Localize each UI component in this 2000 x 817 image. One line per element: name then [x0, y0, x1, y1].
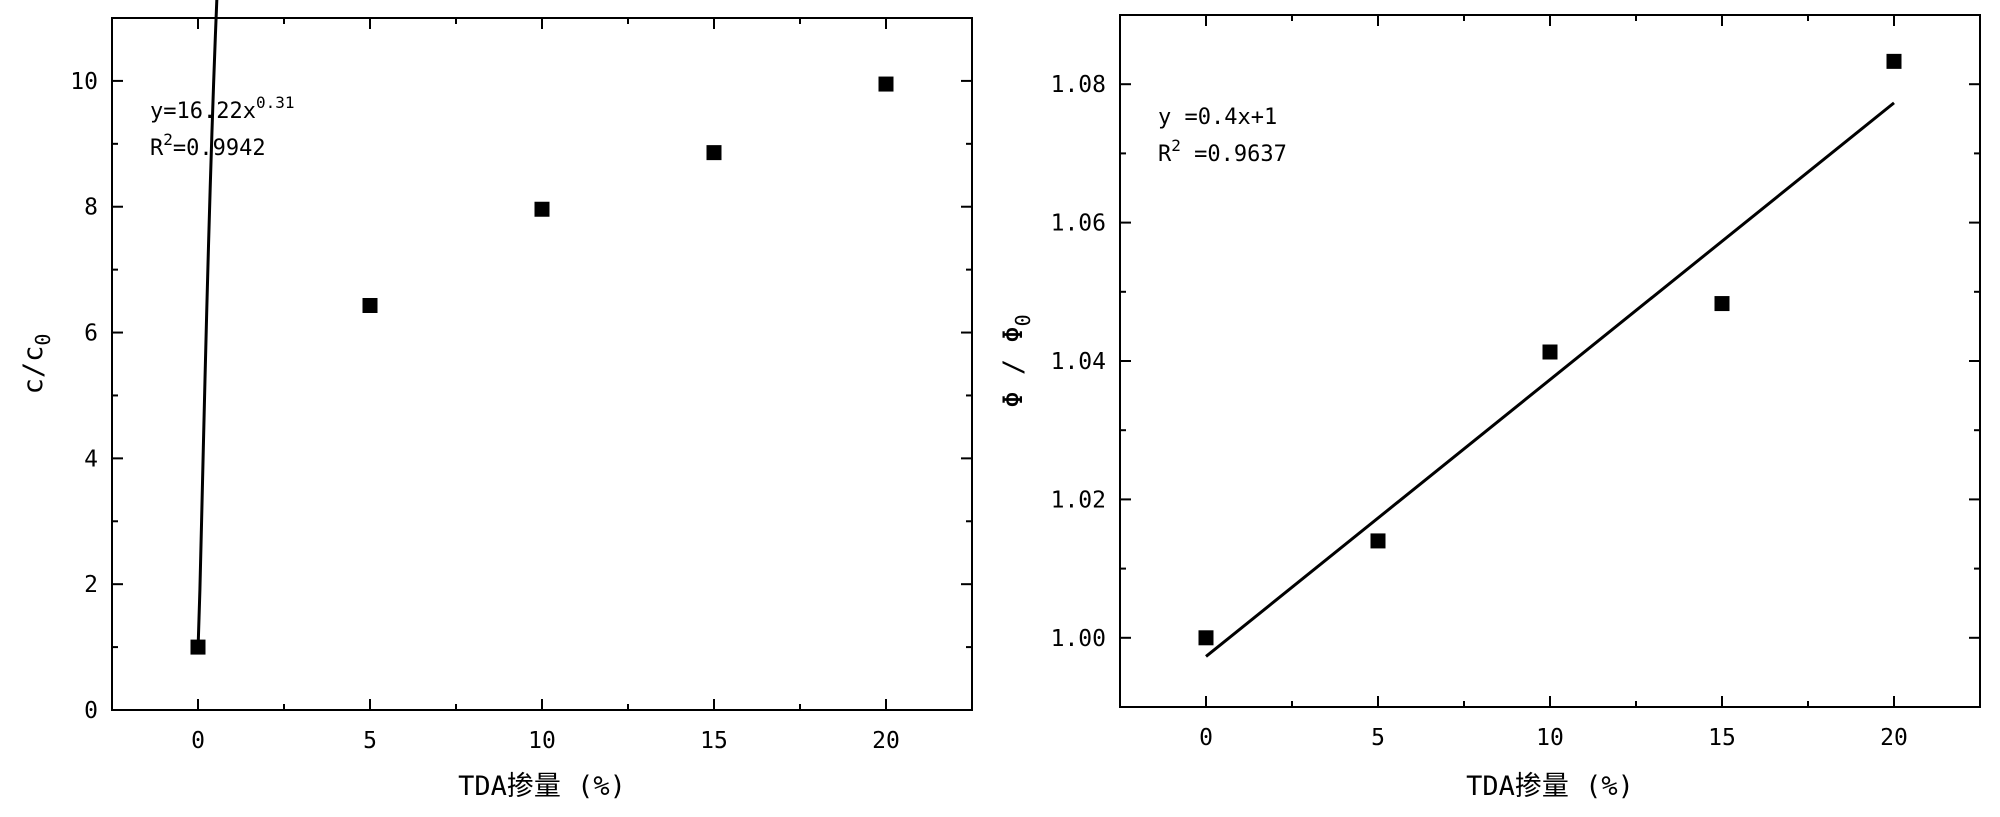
y-tick-label: 1.08 — [1051, 72, 1106, 98]
data-point — [1886, 53, 1902, 69]
data-point — [706, 145, 722, 161]
fit-curve — [1205, 101, 1895, 658]
x-tick-label: 20 — [872, 728, 900, 754]
y-axis-title-subscript: 0 — [1011, 314, 1035, 326]
r-squared-symbol: R — [150, 136, 164, 161]
y-tick-label: 8 — [84, 195, 98, 221]
y-axis-title-main: Φ / Φ — [998, 326, 1029, 407]
r-squared: R2 =0.9637 — [1158, 136, 1287, 167]
x-tick-label: 10 — [1536, 725, 1564, 751]
y-tick-label: 4 — [84, 446, 98, 472]
y-axis-title: c/c0 — [18, 334, 55, 395]
x-tick-label: 0 — [191, 728, 205, 754]
fit-equation-main: y =0.4x+1 — [1158, 105, 1277, 130]
y-tick-label: 1.02 — [1051, 487, 1106, 513]
x-tick-label: 0 — [1199, 725, 1213, 751]
fit-equation-main: y=16.22x — [150, 99, 256, 124]
y-tick-label: 1.06 — [1051, 211, 1106, 237]
x-tick-label: 20 — [1880, 725, 1908, 751]
data-point — [190, 639, 206, 655]
data-point — [1198, 630, 1214, 646]
y-tick-label: 2 — [84, 572, 98, 598]
r-squared-value: =0.9637 — [1181, 142, 1287, 167]
y-tick-label: 1.04 — [1051, 349, 1106, 375]
data-point — [362, 297, 378, 313]
r-squared-superscript: 2 — [1171, 136, 1181, 155]
y-axis-title: Φ / Φ0 — [998, 314, 1035, 407]
data-point — [1542, 344, 1558, 360]
fit-equation-exponent: 0.31 — [256, 93, 295, 112]
fit-curve — [196, 0, 219, 648]
data-point — [878, 76, 894, 92]
data-point — [1370, 533, 1386, 549]
data-point — [1714, 296, 1730, 312]
x-tick-label: 5 — [363, 728, 377, 754]
x-axis-title: TDA掺量 (%) — [458, 771, 626, 802]
y-tick-label: 6 — [84, 321, 98, 347]
x-tick-label: 10 — [528, 728, 556, 754]
data-point — [534, 201, 550, 217]
x-tick-label: 15 — [1708, 725, 1736, 751]
x-axis-title: TDA掺量 (%) — [1466, 771, 1634, 802]
y-tick-label: 0 — [84, 698, 98, 724]
x-tick-label: 15 — [700, 728, 728, 754]
r-squared-value: =0.9942 — [173, 136, 266, 161]
r-squared: R2=0.9942 — [150, 130, 266, 161]
y-axis-title-main: c/c — [18, 346, 49, 395]
fit-equation: y =0.4x+1 — [1158, 105, 1277, 130]
fit-equation: y=16.22x0.31 — [150, 93, 295, 124]
y-tick-label: 10 — [70, 69, 98, 95]
x-tick-label: 5 — [1371, 725, 1385, 751]
y-tick-label: 1.00 — [1051, 626, 1106, 652]
r-squared-superscript: 2 — [163, 130, 173, 149]
r-squared-symbol: R — [1158, 142, 1172, 167]
y-axis-title-subscript: 0 — [31, 334, 55, 346]
